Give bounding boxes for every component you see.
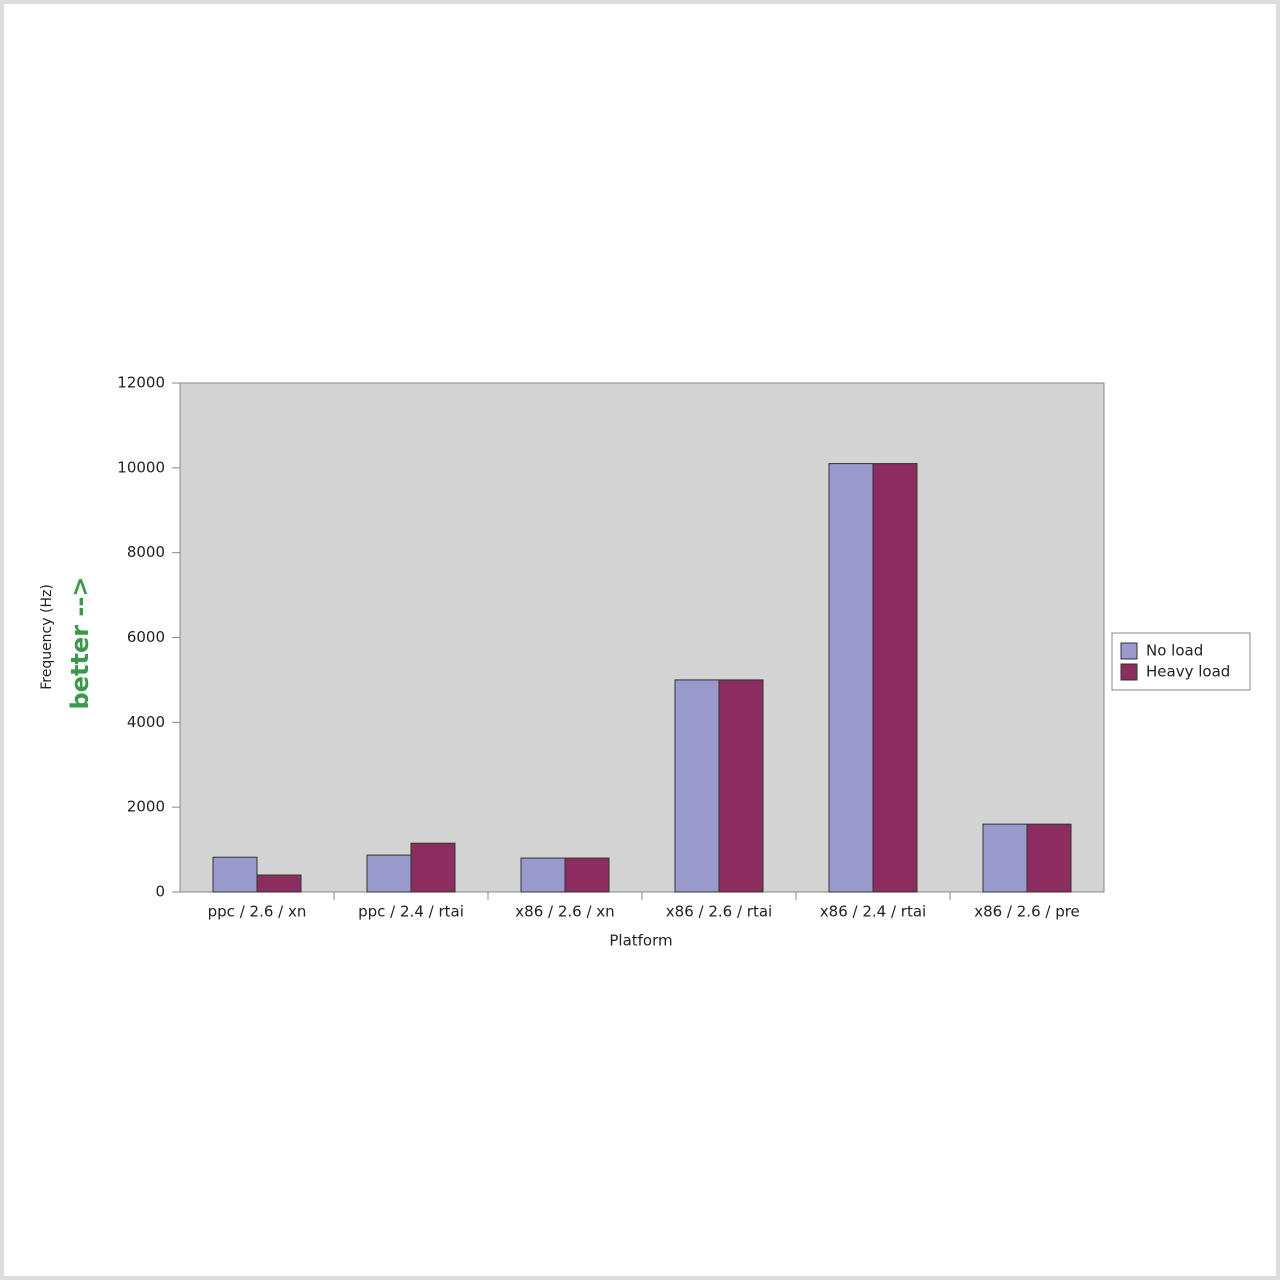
- bar: [718, 679, 764, 893]
- x-tick-label: ppc / 2.6 / xn: [208, 903, 307, 921]
- bar: [982, 823, 1028, 893]
- legend-label: Heavy load: [1146, 663, 1230, 681]
- annotation: better -->: [66, 577, 94, 710]
- bar: [256, 874, 302, 893]
- y-axis-label: Frequency (Hz): [39, 584, 55, 690]
- y-tick-label: 4000: [127, 713, 165, 731]
- bar: [1026, 823, 1072, 893]
- y-tick-label: 12000: [117, 374, 165, 392]
- x-tick-label: x86 / 2.6 / xn: [515, 903, 614, 921]
- legend-label: No load: [1146, 642, 1203, 660]
- x-axis-label: Platform: [609, 932, 672, 950]
- y-tick-label: 8000: [127, 543, 165, 561]
- bar: [674, 679, 720, 893]
- plot-area: [179, 382, 1105, 893]
- legend-swatch: [1120, 663, 1138, 681]
- y-tick-label: 2000: [127, 798, 165, 816]
- x-tick-label: x86 / 2.6 / rtai: [666, 903, 772, 921]
- bar: [212, 856, 258, 893]
- bar: [520, 857, 566, 893]
- bar: [564, 857, 610, 893]
- bar: [872, 463, 918, 893]
- x-tick-label: ppc / 2.4 / rtai: [358, 903, 464, 921]
- bar: [828, 463, 874, 893]
- y-tick-label: 10000: [117, 458, 165, 476]
- bar: [410, 842, 456, 893]
- y-tick-label: 6000: [127, 628, 165, 646]
- bar: [366, 854, 412, 893]
- x-tick-label: x86 / 2.6 / pre: [974, 903, 1080, 921]
- y-tick-label: 0: [155, 883, 165, 901]
- x-tick-label: x86 / 2.4 / rtai: [820, 903, 926, 921]
- legend-swatch: [1120, 642, 1138, 660]
